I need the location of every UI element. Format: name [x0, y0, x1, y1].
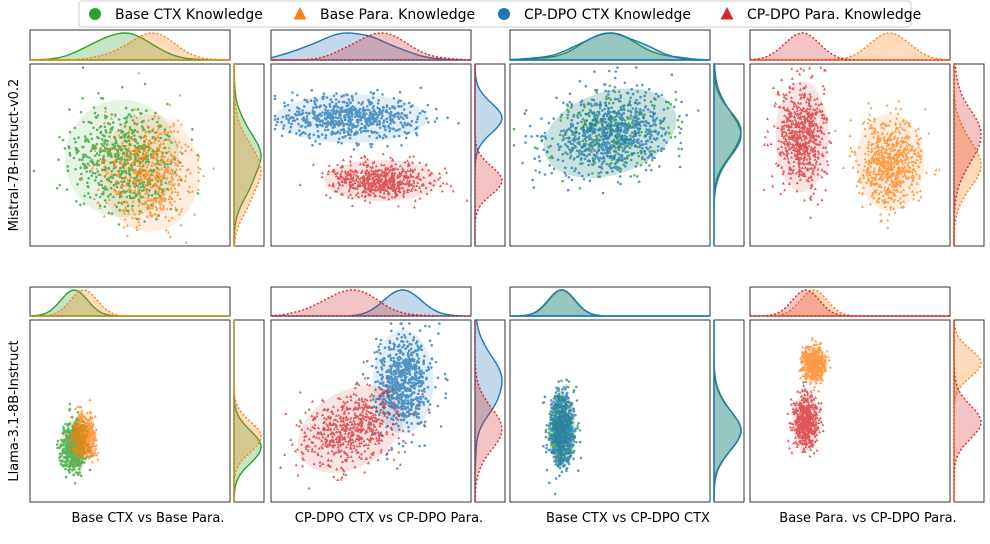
panel-2-1-scatter-frame — [29, 319, 231, 503]
panel-1-3-top-density-cp-dpo-ctx-knowledge — [509, 32, 711, 61]
panel-2-4-top-density-cp-dpo-para-knowledge — [750, 289, 950, 317]
legend-label-cp-dpo-para-knowledge: CP-DPO Para. Knowledge — [747, 7, 921, 23]
panel-1-2-side-density-cp-dpo-para-knowledge — [474, 64, 503, 246]
panel-2-2-side-density-cp-dpo-ctx-knowledge — [474, 319, 503, 502]
panel-2-2-top-density-cp-dpo-para-knowledge — [270, 289, 471, 317]
row-label-llama-3-1-8b-instruct: Llama-3.1-8B-Instruct — [7, 340, 22, 481]
panel-1-4-top-density-base-para-knowledge — [750, 32, 951, 61]
legend-label-base-ctx-knowledge: Base CTX Knowledge — [115, 7, 263, 23]
panel-2-4-top-density-frame — [749, 286, 951, 317]
panel-1-4-top-density-cp-dpo-para-knowledge — [749, 32, 950, 61]
panel-2-3-points-cp-dpo-ctx-knowledge — [542, 378, 583, 496]
legend-marker-cp-dpo-ctx-knowledge — [498, 8, 510, 20]
panel-1-2-top-density-cp-dpo-para-knowledge — [271, 32, 472, 61]
panel-2-4-side-density-frame — [953, 319, 985, 503]
panel-1-2-top-density-cp-dpo-ctx-knowledge — [270, 32, 472, 61]
panel-2-2-side-density-cp-dpo-para-knowledge — [474, 320, 503, 503]
panel-1-1-top-density-base-ctx-knowledge — [29, 32, 230, 61]
legend-marker-base-ctx-knowledge — [89, 8, 101, 20]
panel-2-3-side-density-cp-dpo-ctx-knowledge — [713, 320, 742, 503]
panel-2-1-side-density-base-ctx-knowledge — [233, 320, 262, 503]
panel-2-4-points-base-para-knowledge — [797, 336, 832, 393]
panel-1-1-points-base-para-knowledge — [80, 71, 216, 244]
column-label-cp-dpo-ctx-vs-cp-dpo-para: CP-DPO CTX vs CP-DPO Para. — [295, 511, 483, 526]
panel-2-1-side-density-frame — [233, 319, 265, 503]
column-label-base-para-vs-cp-dpo-para: Base Para. vs CP-DPO Para. — [779, 511, 956, 526]
panel-1-2-points-cp-dpo-para-knowledge — [298, 152, 469, 209]
panel-2-3-scatter-frame — [509, 319, 711, 503]
column-label-base-ctx-vs-cp-dpo-ctx: Base CTX vs CP-DPO CTX — [546, 511, 710, 526]
panel-2-4-side-density-cp-dpo-para-knowledge — [953, 320, 982, 502]
panel-2-1-top-density-frame — [29, 286, 231, 317]
panel-1-2-scatter-frame — [270, 63, 472, 247]
panel-2-1-points-base-para-knowledge — [65, 398, 100, 465]
panel-2-4-points-cp-dpo-para-knowledge — [786, 380, 825, 458]
panel-1-3-side-density-cp-dpo-ctx-knowledge — [713, 63, 742, 246]
column-label-base-ctx-vs-base-para: Base CTX vs Base Para. — [72, 511, 225, 526]
panel-2-2-points-cp-dpo-ctx-knowledge — [361, 322, 449, 470]
row-label-mistral-7b-instruct-v0-2: Mistral-7B-Instruct-v0.2 — [7, 79, 22, 232]
panel-1-1-side-density-base-ctx-knowledge — [233, 63, 262, 247]
panel-1-4-points-cp-dpo-para-knowledge — [762, 66, 833, 219]
panel-2-2-side-density-frame — [474, 319, 506, 503]
panel-1-4-side-density-cp-dpo-para-knowledge — [953, 63, 982, 246]
panel-1-3-points-cp-dpo-ctx-knowledge — [512, 66, 689, 195]
panel-1-1-top-density-base-para-knowledge — [30, 32, 231, 61]
panel-1-2-side-density-frame — [474, 63, 506, 247]
legend-label-cp-dpo-ctx-knowledge: CP-DPO CTX Knowledge — [524, 7, 691, 23]
legend-marker-cp-dpo-para-knowledge — [720, 7, 734, 20]
legend-box — [78, 0, 912, 28]
panel-1-4-points-base-para-knowledge — [833, 99, 941, 230]
panel-2-1-top-density-base-para-knowledge — [30, 289, 230, 317]
panel-2-3-top-density-frame — [509, 286, 711, 317]
panel-2-1-side-density-base-para-knowledge — [233, 320, 262, 502]
panel-2-2-scatter-frame — [270, 319, 472, 503]
panel-1-1-points-base-ctx-knowledge — [32, 66, 200, 226]
panel-2-2-points-cp-dpo-para-knowledge — [279, 360, 431, 490]
panel-1-1-side-density-base-para-knowledge — [233, 63, 262, 247]
panel-2-3-top-density-cp-dpo-ctx-knowledge — [510, 289, 710, 317]
panel-1-1-side-density-frame — [233, 63, 265, 247]
panel-1-2-points-cp-dpo-ctx-knowledge — [273, 86, 460, 151]
legend-label-base-para-knowledge: Base Para. Knowledge — [320, 7, 475, 23]
panel-2-4-scatter-frame — [749, 319, 951, 503]
legend-marker-base-para-knowledge — [293, 7, 307, 20]
